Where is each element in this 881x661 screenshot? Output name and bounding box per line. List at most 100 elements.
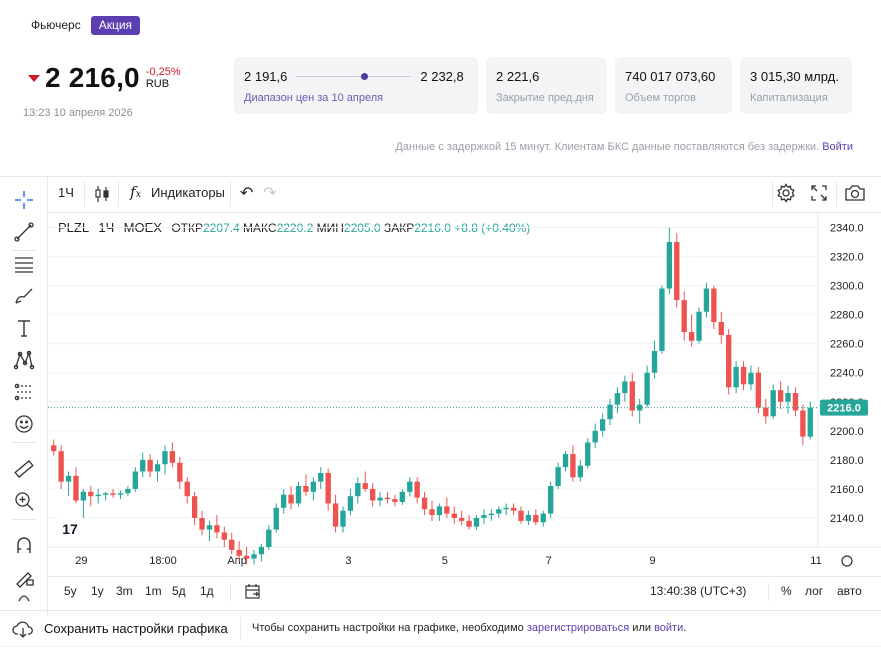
login-link[interactable]: войти — [654, 622, 684, 634]
date-range-icon[interactable] — [244, 583, 262, 604]
candle-body — [325, 472, 331, 504]
candle-body — [473, 517, 480, 527]
candle-body — [191, 496, 198, 518]
prediction-icon[interactable] — [12, 380, 36, 404]
auto-toggle[interactable]: авто — [837, 584, 862, 598]
candlestick-chart[interactable]: 2140.02160.02180.02200.02220.02240.02260… — [48, 213, 881, 576]
candle-body — [295, 486, 302, 504]
tradingview-logo-icon: 17 — [62, 521, 78, 537]
candle-body — [369, 488, 376, 501]
candle-body — [392, 499, 398, 502]
y-tick-label: 2200.0 — [830, 426, 864, 438]
fullscreen-icon[interactable] — [810, 184, 828, 205]
y-tick-label: 2300.0 — [830, 281, 864, 293]
prev-close-value: 2 221,6 — [496, 69, 540, 84]
x-tick-label: 7 — [546, 555, 552, 567]
delay-login-link[interactable]: Войти — [822, 141, 853, 153]
candle-body — [280, 494, 287, 508]
range-5y[interactable]: 5y — [64, 584, 77, 598]
range-5d[interactable]: 5д — [172, 584, 186, 598]
x-tick-label: 3 — [345, 555, 351, 567]
range-track — [296, 73, 412, 80]
emoji-icon[interactable] — [12, 412, 36, 443]
save-settings-button[interactable]: Сохранить настройки графика — [44, 621, 228, 636]
candle-body — [763, 407, 769, 417]
log-toggle[interactable]: лог — [805, 584, 824, 598]
zoom-in-icon[interactable] — [12, 489, 36, 520]
indicators-icon[interactable]: fx — [130, 183, 142, 201]
range-1y[interactable]: 1y — [91, 584, 104, 598]
stock-tab[interactable]: Акция — [90, 16, 141, 35]
candle-body — [58, 451, 64, 482]
candle-body — [703, 288, 710, 312]
candle-body — [95, 494, 101, 497]
candle-body — [184, 481, 190, 497]
candle-body — [607, 404, 613, 420]
candle-body — [629, 381, 635, 411]
candle-body — [755, 372, 762, 408]
prev-close-label: Закрытие пред.дня — [496, 92, 594, 104]
candle-body — [518, 510, 524, 521]
candle-body — [585, 442, 591, 466]
y-tick-label: 2140.0 — [830, 513, 864, 525]
time-axis-gear-icon — [841, 555, 853, 567]
cloud-download-icon[interactable] — [12, 619, 33, 639]
y-tick-label: 2320.0 — [830, 252, 864, 264]
lock-draw-icon[interactable] — [12, 565, 36, 589]
redo-icon[interactable]: ↷ — [263, 185, 277, 202]
settings-gear-icon[interactable] — [776, 183, 796, 206]
candle-body — [548, 486, 554, 514]
ruler-icon[interactable] — [12, 457, 36, 481]
candle-type-icon[interactable] — [94, 184, 110, 207]
x-tick-label: 9 — [649, 555, 655, 567]
text-tool-icon[interactable] — [12, 316, 36, 340]
y-tick-label: 2340.0 — [830, 223, 864, 235]
crosshair-icon[interactable] — [12, 188, 36, 212]
candle-body — [488, 513, 495, 516]
x-tick-label: 18:00 — [149, 555, 177, 567]
interval-selector[interactable]: 1Ч — [58, 185, 74, 200]
candle-body — [622, 381, 628, 394]
range-3m[interactable]: 3m — [116, 584, 133, 598]
candle-body — [659, 288, 665, 351]
candle-body — [332, 503, 339, 527]
candle-body — [125, 488, 131, 494]
range-1d[interactable]: 1д — [200, 584, 214, 598]
horizontal-lines-icon[interactable] — [12, 252, 36, 276]
candle-body — [540, 513, 546, 523]
range-1m[interactable]: 1m — [145, 584, 162, 598]
down-arrow-icon — [28, 74, 40, 82]
save-note-or: или — [632, 622, 652, 634]
candle-body — [318, 472, 324, 482]
delay-note: Данные с задержкой 15 минут. Клиентам БК… — [395, 141, 853, 153]
candle-body — [599, 419, 606, 431]
range-label: Диапазон цен за 10 апреля — [244, 92, 384, 104]
delay-text: Данные с задержкой 15 минут. Клиентам БК… — [395, 141, 820, 153]
price-block: 2 216,0 -0,25% RUB — [28, 62, 181, 94]
candle-body — [229, 539, 235, 550]
candle-body — [377, 497, 383, 501]
pattern-icon[interactable] — [12, 348, 36, 372]
candle-body — [177, 462, 183, 482]
tv-logo-bg — [56, 517, 84, 539]
candle-body — [162, 451, 168, 465]
trend-line-icon[interactable] — [12, 220, 36, 251]
candle-body — [384, 497, 391, 500]
indicators-button[interactable]: Индикаторы — [151, 185, 225, 200]
candle-body — [266, 529, 272, 547]
candle-body — [570, 454, 576, 478]
cap-label: Капитализация — [750, 92, 828, 104]
candle-body — [577, 465, 584, 478]
magnet-icon[interactable] — [12, 533, 36, 557]
candle-body — [555, 467, 561, 487]
register-link[interactable]: зарегистрироваться — [526, 622, 630, 634]
candle-body — [562, 454, 569, 468]
undo-icon[interactable]: ↶ — [240, 185, 254, 202]
instrument-toggle: Фьючерс Акция — [23, 16, 141, 35]
camera-icon[interactable] — [844, 184, 866, 205]
brush-icon[interactable] — [12, 284, 36, 308]
percent-toggle[interactable]: % — [781, 584, 792, 598]
futures-tab[interactable]: Фьючерс — [23, 16, 89, 35]
candle-body — [451, 513, 457, 518]
more-tools-icon[interactable] — [12, 594, 36, 606]
